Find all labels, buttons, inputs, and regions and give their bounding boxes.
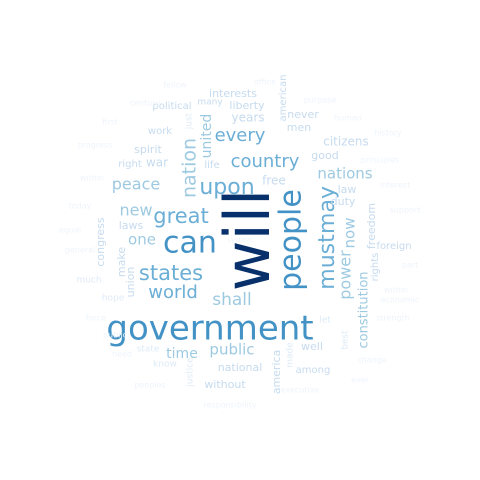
word-know: know	[153, 360, 177, 370]
word-great: great	[153, 204, 209, 228]
word-principles: principles	[361, 156, 400, 165]
word-one: one	[128, 231, 156, 249]
word-support: support	[390, 206, 421, 215]
word-just: just	[185, 112, 195, 130]
word-congress: congress	[94, 217, 107, 267]
word-equal: equal	[59, 226, 81, 235]
word-right: right	[118, 159, 142, 170]
word-progress: progress	[78, 141, 113, 150]
word-america: america	[270, 350, 283, 395]
word-fellow: fellow	[163, 81, 187, 90]
word-peoples: peoples	[134, 381, 165, 390]
word-office: office	[254, 78, 276, 87]
word-first: first	[102, 118, 118, 127]
word-within: within	[80, 174, 104, 183]
word-system: system	[227, 236, 252, 244]
word-years: years	[231, 111, 264, 125]
word-duty: duty	[331, 195, 356, 208]
word-make: make	[115, 247, 128, 277]
word-many: many	[197, 98, 223, 108]
word-good: good	[311, 149, 338, 162]
word-liberty: liberty	[229, 99, 265, 112]
word-will: will	[211, 189, 284, 291]
word-ever: ever	[351, 376, 370, 385]
word-freedom: freedom	[365, 203, 378, 249]
word-american: american	[278, 75, 289, 122]
word-within: within	[384, 286, 408, 295]
word-change: change	[357, 356, 387, 365]
word-interests: interests	[209, 87, 257, 100]
word-economic: economic	[381, 296, 420, 305]
word-work: work	[148, 126, 172, 137]
word-general: general	[65, 246, 95, 255]
word-without: without	[204, 378, 246, 391]
word-best: best	[341, 330, 351, 350]
word-foreign: foreign	[376, 241, 411, 252]
word-never: never	[287, 108, 319, 121]
word-history: history	[374, 129, 402, 138]
word-justice: justice	[186, 357, 196, 388]
word-well: well	[301, 340, 323, 353]
word-free: free	[262, 174, 286, 188]
word-political: political	[152, 101, 191, 112]
word-time: time	[166, 346, 198, 362]
word-laws: laws	[119, 219, 144, 232]
word-strength: strength	[376, 314, 410, 323]
word-public: public	[209, 341, 254, 359]
word-hope: hope	[102, 294, 125, 304]
word-public: public	[103, 331, 127, 340]
word-nations: nations	[317, 165, 372, 183]
word-may: may	[315, 186, 340, 234]
word-nation: nation	[179, 138, 201, 198]
word-spirit: spirit	[134, 143, 162, 156]
word-need: need	[112, 350, 132, 359]
word-state: state	[137, 345, 160, 355]
word-government: government	[106, 309, 313, 349]
word-force: force	[86, 314, 106, 323]
word-interest: interest	[380, 181, 411, 190]
word-power: power	[336, 250, 355, 300]
word-rights: rights	[370, 253, 381, 282]
word-can: can	[163, 226, 217, 261]
word-national: national	[218, 361, 263, 374]
word-among: among	[296, 365, 331, 376]
word-united: united	[199, 114, 215, 159]
word-peace: peace	[112, 175, 160, 194]
word-much: much	[76, 276, 101, 286]
word-law: law	[338, 183, 357, 196]
word-states: states	[139, 261, 203, 285]
word-constitution: constitution	[357, 271, 372, 348]
word-union: union	[124, 267, 137, 298]
word-citizens: citizens	[323, 135, 369, 149]
word-life: life	[204, 160, 219, 171]
word-war: war	[146, 156, 168, 170]
word-part: part	[402, 261, 418, 270]
word-upon: upon	[199, 175, 254, 200]
word-let: let	[319, 316, 331, 326]
word-new: new	[119, 201, 152, 220]
word-purpose: purpose	[304, 96, 337, 105]
word-must: must	[315, 234, 340, 290]
word-men: men	[287, 121, 311, 134]
word-shall: shall	[212, 290, 252, 310]
word-country: country	[231, 151, 300, 172]
word-today: today	[69, 202, 92, 211]
word-century: century	[130, 99, 161, 108]
word-world: world	[148, 282, 198, 303]
word-responsibility: responsibility	[203, 401, 257, 410]
word-executive: executive	[281, 386, 320, 395]
word-now: now	[341, 218, 359, 249]
word-made: made	[286, 342, 296, 368]
word-every: every	[215, 125, 266, 146]
word-people: people	[274, 189, 309, 291]
word-human: human	[334, 114, 362, 123]
